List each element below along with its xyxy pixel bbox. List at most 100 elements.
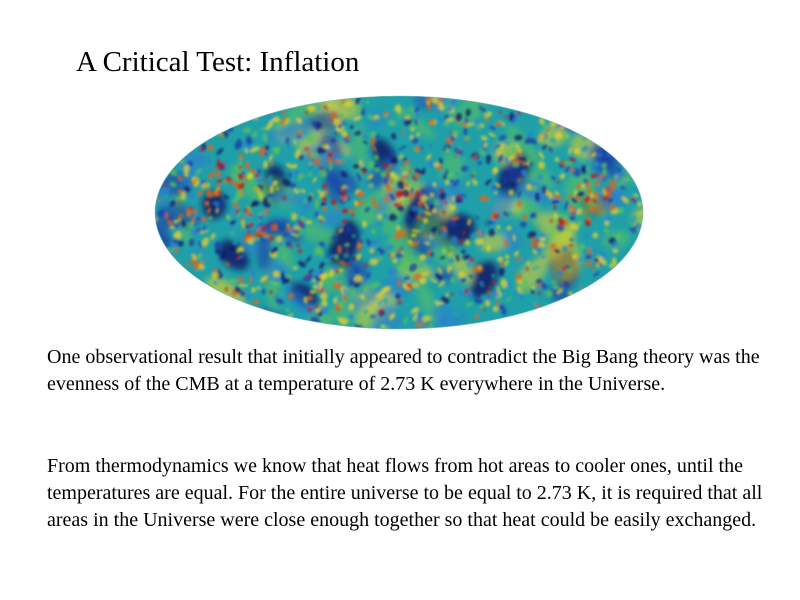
cmb-fluctuation — [439, 165, 443, 169]
cmb-fluctuation — [319, 218, 324, 222]
cmb-fluctuation — [264, 209, 270, 215]
cmb-fluctuation — [438, 157, 443, 165]
cmb-fluctuation — [397, 180, 405, 190]
cmb-fluctuation — [319, 209, 344, 229]
cmb-fluctuation — [293, 139, 297, 145]
cmb-fluctuation — [569, 223, 580, 231]
cmb-fluctuation — [237, 182, 245, 190]
cmb-fluctuation — [602, 230, 631, 249]
cmb-fluctuation — [424, 210, 432, 216]
cmb-fluctuation — [245, 293, 251, 301]
cmb-fluctuation — [250, 168, 257, 174]
cmb-fluctuation — [312, 284, 318, 289]
cmb-fluctuation — [469, 257, 475, 263]
cmb-fluctuation — [364, 263, 369, 267]
cmb-fluctuation — [232, 173, 239, 180]
cmb-fluctuation — [244, 162, 250, 170]
cmb-fluctuation — [362, 134, 368, 140]
cmb-fluctuation — [371, 243, 378, 251]
cmb-fluctuation — [408, 193, 414, 199]
cmb-fluctuation — [629, 227, 637, 234]
cmb-fluctuation — [517, 190, 522, 198]
cmb-fluctuation — [272, 180, 278, 187]
cmb-fluctuation — [513, 251, 520, 257]
cmb-fluctuation — [316, 146, 327, 154]
cmb-fluctuation — [244, 148, 249, 154]
cmb-fluctuation — [598, 250, 605, 259]
cmb-fluctuation — [342, 287, 348, 296]
cmb-fluctuation — [398, 264, 409, 271]
cmb-fluctuation — [275, 187, 279, 191]
cmb-fluctuation — [197, 155, 204, 161]
cmb-fluctuation — [203, 265, 210, 271]
cmb-fluctuation — [505, 297, 511, 302]
cmb-fluctuation — [531, 266, 540, 270]
cmb-fluctuation — [256, 177, 265, 184]
cmb-fluctuation — [465, 108, 471, 117]
cmb-fluctuation — [411, 229, 421, 233]
cmb-fluctuation — [206, 158, 211, 164]
cmb-fluctuation — [164, 183, 168, 189]
cmb-fluctuation — [464, 117, 469, 125]
cmb-map-outline — [154, 95, 644, 330]
cmb-fluctuation — [511, 182, 516, 189]
cmb-fluctuation — [228, 279, 239, 284]
cmb-fluctuation — [610, 240, 619, 249]
cmb-fluctuation — [497, 153, 504, 163]
cmb-fluctuation — [382, 213, 389, 220]
cmb-fluctuation — [191, 228, 198, 236]
cmb-fluctuation — [426, 250, 431, 257]
cmb-fluctuation — [188, 194, 197, 199]
cmb-fluctuation — [585, 181, 591, 188]
cmb-fluctuation — [270, 191, 307, 206]
cmb-fluctuation — [564, 166, 571, 173]
cmb-fluctuation — [623, 185, 630, 192]
cmb-fluctuation — [281, 116, 313, 142]
cmb-fluctuation — [353, 275, 363, 282]
cmb-fluctuation — [293, 170, 300, 177]
cmb-fluctuation — [579, 282, 587, 290]
cmb-fluctuation — [520, 221, 527, 228]
cmb-fluctuation — [398, 154, 404, 159]
cmb-fluctuation — [617, 167, 622, 173]
cmb-fluctuation — [325, 189, 329, 195]
cmb-sky-map-svg — [154, 95, 644, 330]
cmb-fluctuation — [250, 146, 260, 153]
cmb-fluctuation — [463, 127, 468, 137]
cmb-fluctuation — [615, 222, 625, 230]
cmb-fluctuation — [178, 213, 183, 220]
cmb-fluctuation — [385, 183, 391, 191]
cmb-fluctuation — [621, 196, 629, 204]
cmb-fluctuation — [342, 220, 348, 225]
cmb-fluctuation — [416, 206, 425, 215]
cmb-fluctuation — [420, 224, 426, 231]
cmb-fluctuation — [241, 217, 245, 222]
cmb-fluctuation — [177, 240, 184, 247]
cmb-fluctuation — [511, 147, 520, 153]
cmb-fluctuation — [316, 312, 323, 316]
cmb-fluctuation — [477, 242, 483, 250]
cmb-fluctuation — [328, 152, 334, 158]
cmb-fluctuation — [524, 137, 533, 145]
cmb-fluctuation — [528, 193, 533, 198]
cmb-fluctuation — [269, 290, 273, 295]
cmb-fluctuation — [286, 163, 294, 169]
cmb-fluctuation — [485, 178, 493, 186]
cmb-fluctuation — [568, 194, 572, 200]
cmb-fluctuation — [411, 183, 418, 188]
cmb-fluctuation — [498, 110, 502, 114]
cmb-fluctuation — [371, 197, 376, 207]
cmb-fluctuation — [421, 168, 426, 175]
cmb-fluctuation — [612, 248, 619, 254]
cmb-fluctuation — [319, 262, 324, 270]
cmb-fluctuation — [384, 195, 389, 202]
cmb-fluctuation — [396, 249, 403, 253]
cmb-fluctuation — [449, 178, 454, 183]
cmb-fluctuation — [205, 188, 211, 196]
cmb-fluctuation — [220, 268, 226, 273]
cmb-fluctuation — [341, 208, 349, 214]
cmb-fluctuation — [232, 201, 240, 209]
cmb-fluctuation — [263, 160, 268, 169]
cmb-fluctuation — [254, 186, 262, 195]
cmb-fluctuation — [234, 286, 241, 293]
